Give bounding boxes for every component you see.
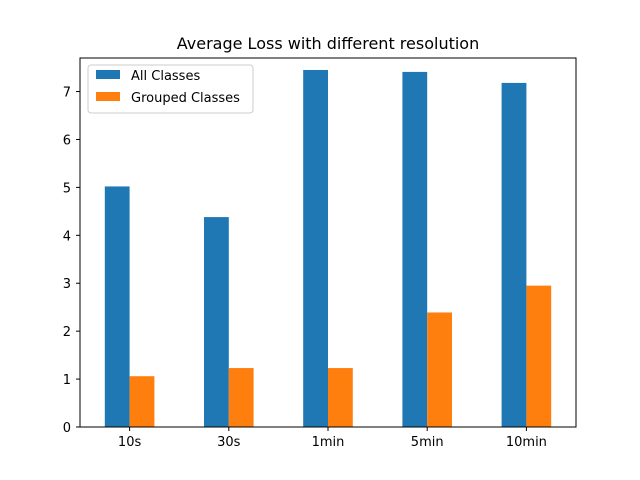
bar-all-classes-10min [501,82,527,428]
bar-grouped-classes-1min [328,368,353,427]
y-tick-label-2: 2 [63,325,71,340]
bar-all-classes-1min [303,69,328,427]
x-tick-label-30s: 30s [217,435,241,450]
bar-all-classes-30s [204,217,229,427]
plot-frame [79,57,577,428]
legend-swatch-all-classes [96,70,120,79]
y-tick-label-3: 3 [63,277,71,292]
y-tick-label-4: 4 [63,229,71,244]
bars-layer [104,69,552,428]
x-axis: 10s 30s 1min 5min 10min [118,427,547,450]
bar-grouped-classes-10min [526,285,552,427]
bar-all-classes-5min [402,71,428,428]
bar-grouped-classes-10s [129,376,155,427]
x-tick-label-10s: 10s [118,435,142,450]
y-tick-label-1: 1 [63,373,71,388]
legend: All Classes Grouped Classes [87,64,254,114]
legend-label-all-classes: All Classes [131,69,200,84]
legend-swatch-grouped-classes [96,92,120,101]
legend-label-grouped-classes: Grouped Classes [131,91,240,106]
y-tick-label-6: 6 [63,133,71,148]
y-axis: 0 1 2 3 4 5 6 7 [63,86,80,436]
bar-all-classes-10s [104,186,130,427]
y-tick-label-5: 5 [63,181,71,196]
bar-grouped-classes-30s [228,368,254,427]
x-tick-label-10min: 10min [506,435,547,450]
legend-box [87,64,254,114]
bar-grouped-classes-5min [427,312,452,427]
chart-title: Average Loss with different resolution [177,34,479,53]
x-tick-label-1min: 1min [312,435,345,450]
y-tick-label-7: 7 [63,86,71,101]
y-tick-label-0: 0 [63,421,71,436]
x-tick-label-5min: 5min [411,435,444,450]
